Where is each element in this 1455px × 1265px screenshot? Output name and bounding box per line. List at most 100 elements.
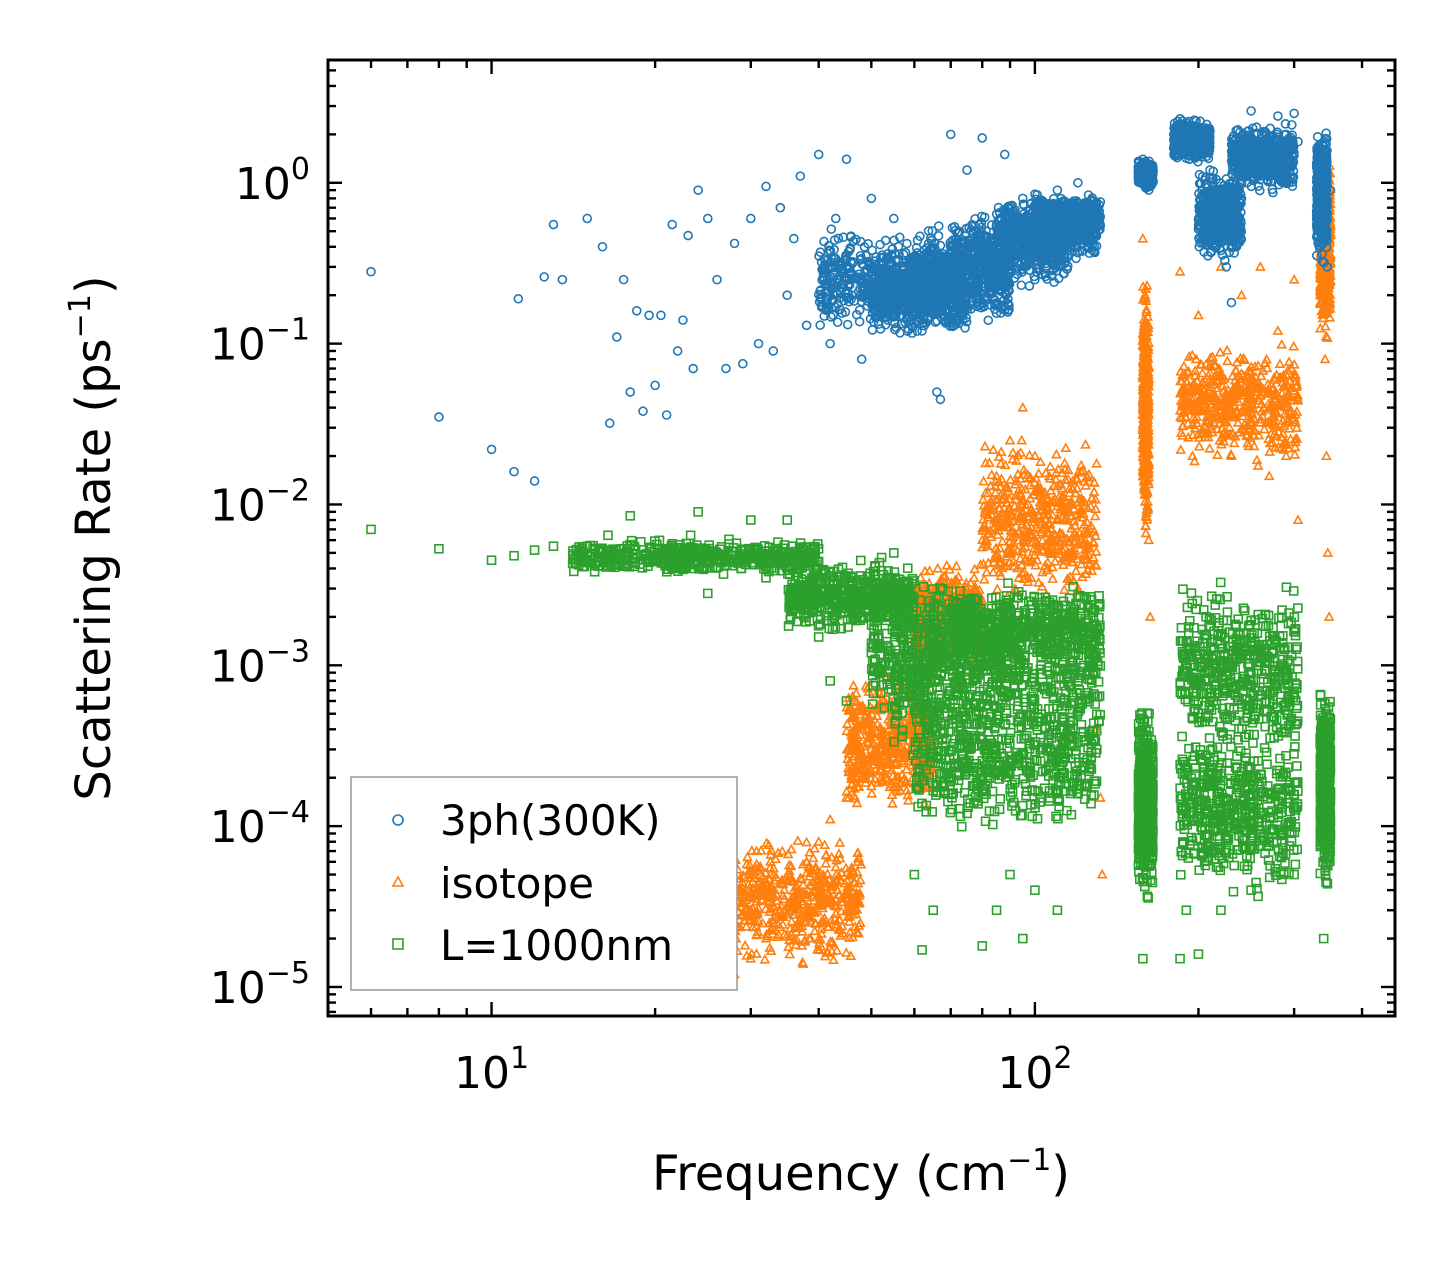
data-point [1288,340,1300,351]
data-point [892,771,904,781]
data-point [740,920,752,931]
data-point [1033,576,1044,587]
data-point [822,921,834,932]
data-point [734,921,746,932]
data-point [755,894,767,904]
data-point [794,912,806,923]
data-point [1204,442,1215,453]
data-point [769,884,780,895]
data-point [818,890,829,901]
data-point [1044,461,1056,471]
data-point [751,845,762,856]
data-point [1059,584,1070,594]
data-point [791,894,802,905]
data-point [777,890,789,900]
data-point [776,845,788,856]
data-point [751,858,763,869]
data-point [979,440,991,451]
data-point [787,904,798,915]
data-point [813,933,824,944]
data-point [811,880,823,890]
data-point [820,857,832,868]
data-point [841,725,853,736]
data-point [856,555,866,566]
data-point [764,942,776,952]
data-point [1047,573,1059,583]
data-point [782,941,794,952]
data-point [751,948,762,958]
data-point [790,939,802,950]
data-point [1322,547,1334,557]
data-point [813,836,825,846]
data-point [834,914,846,925]
data-point [764,862,776,872]
data-point [822,947,834,957]
data-point [745,904,757,914]
data-point [1193,309,1204,320]
data-point [761,837,773,848]
data-point [887,797,898,808]
data-point [745,907,757,918]
data-point [796,920,808,931]
data-point [1288,273,1300,284]
data-point [1255,370,1267,381]
data-point [1060,442,1072,452]
data-point [763,839,775,850]
data-point [844,932,855,942]
data-point [783,859,795,870]
data-point [823,874,835,884]
data-point [840,947,852,957]
data-point [842,762,854,773]
data-point [809,907,820,917]
data-point [1017,401,1029,412]
data-point [685,530,696,541]
data-point [1091,457,1102,468]
data-point [1080,439,1091,449]
data-point [797,879,809,889]
data-point [1193,440,1205,451]
data-point [739,903,751,914]
data-point [745,887,757,898]
data-point [844,926,856,937]
data-point [752,902,764,913]
data-point [1320,320,1331,331]
data-point [833,870,845,881]
data-point [1005,474,1016,484]
data-point [871,718,883,729]
data-point [887,770,899,780]
data-point [841,718,853,729]
data-point [807,852,819,863]
data-point [826,894,838,905]
data-point [834,852,846,863]
data-point [831,884,843,894]
data-point [1144,611,1156,621]
data-point [755,861,766,871]
data-point [932,562,944,573]
data-point [782,848,794,859]
data-point [1178,360,1190,371]
data-point [746,845,758,855]
data-point [791,881,803,891]
data-point [1212,449,1223,459]
data-point [1255,261,1266,271]
data-point [743,865,755,875]
data-point [809,842,820,853]
data-point [866,787,878,798]
data-point [797,958,809,968]
data-point [843,916,855,926]
data-point [847,908,859,919]
data-point [836,905,847,916]
data-point [855,858,867,869]
data-point [748,883,759,894]
data-point [784,934,795,945]
data-point [1261,362,1273,373]
data-point [760,867,771,877]
data-point [765,845,777,855]
data-point [1236,289,1247,300]
data-point [1321,450,1332,461]
data-point [1274,358,1286,368]
data-point [851,696,863,707]
data-point [844,869,856,880]
data-point [836,896,847,907]
